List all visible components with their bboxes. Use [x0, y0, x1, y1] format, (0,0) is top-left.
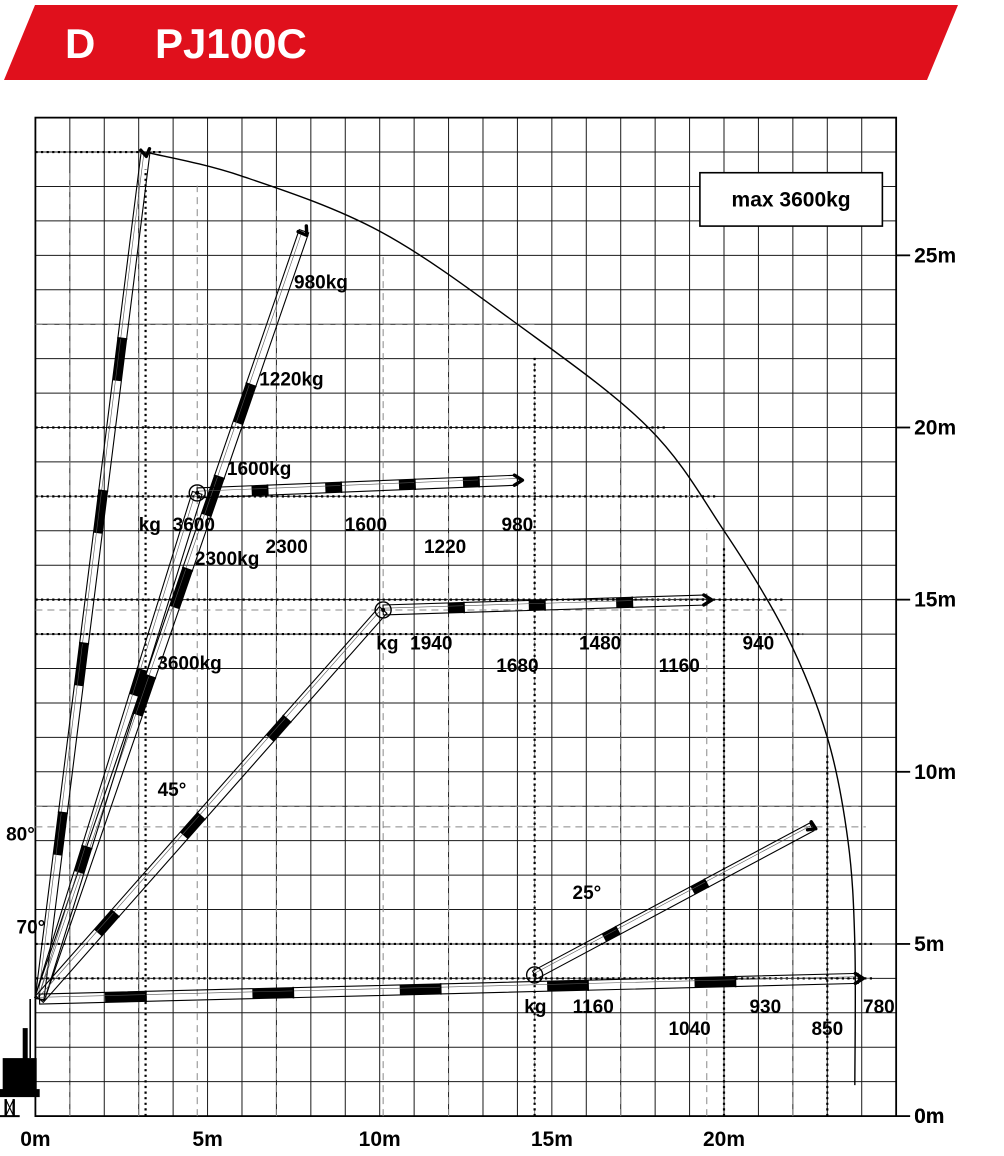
svg-text:10m: 10m: [359, 1128, 401, 1151]
svg-text:D: D: [65, 20, 95, 67]
svg-text:1160: 1160: [659, 656, 700, 677]
svg-text:max 3600kg: max 3600kg: [732, 188, 851, 211]
svg-text:1600kg: 1600kg: [227, 459, 291, 480]
svg-text:980: 980: [502, 515, 534, 536]
svg-text:1160: 1160: [573, 997, 614, 1018]
svg-text:20m: 20m: [914, 417, 956, 440]
svg-text:0m: 0m: [20, 1128, 50, 1151]
svg-text:1600: 1600: [345, 515, 387, 536]
svg-text:5m: 5m: [192, 1128, 222, 1151]
svg-text:kg: kg: [139, 515, 161, 536]
svg-text:5m: 5m: [914, 933, 944, 956]
svg-text:850: 850: [811, 1019, 843, 1040]
svg-text:15m: 15m: [914, 589, 956, 612]
svg-text:kg: kg: [376, 634, 398, 655]
svg-text:70°: 70°: [17, 918, 46, 939]
svg-text:3600: 3600: [173, 515, 215, 536]
svg-text:20m: 20m: [703, 1128, 745, 1151]
svg-text:940: 940: [743, 634, 775, 655]
svg-text:45°: 45°: [158, 780, 187, 801]
svg-text:25°: 25°: [573, 883, 602, 904]
svg-text:1220: 1220: [424, 537, 466, 558]
svg-text:1220kg: 1220kg: [259, 370, 323, 391]
svg-text:2300kg: 2300kg: [195, 549, 259, 570]
svg-text:10m: 10m: [914, 761, 956, 784]
svg-text:1480: 1480: [579, 634, 621, 655]
svg-text:1940: 1940: [410, 634, 452, 655]
svg-text:930: 930: [749, 997, 781, 1018]
svg-text:PJ100C: PJ100C: [155, 20, 307, 67]
svg-text:0m: 0m: [914, 1105, 944, 1128]
svg-text:15m: 15m: [531, 1128, 573, 1151]
svg-text:25m: 25m: [914, 244, 956, 267]
svg-text:kg: kg: [524, 997, 546, 1018]
svg-text:780: 780: [863, 997, 895, 1018]
svg-text:980kg: 980kg: [294, 273, 348, 294]
svg-text:80°: 80°: [6, 825, 35, 846]
svg-text:1680: 1680: [496, 656, 538, 677]
svg-text:1040: 1040: [668, 1019, 710, 1040]
svg-text:2300: 2300: [266, 537, 308, 558]
svg-text:3600kg: 3600kg: [157, 654, 221, 675]
